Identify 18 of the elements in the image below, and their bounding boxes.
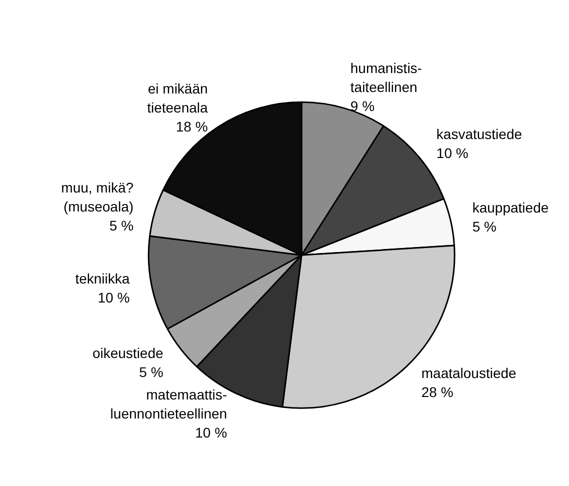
slice-label: oikeustiede — [92, 344, 164, 361]
data-label: 10 % — [436, 145, 468, 162]
data-label: 28 % — [421, 384, 454, 400]
slice-label: humanistis- taiteellinen — [350, 60, 422, 96]
data-label: 10 % — [98, 289, 130, 306]
data-label: 5 % — [109, 217, 134, 234]
data-label: 9 % — [350, 98, 375, 114]
slice-label: kauppatiede — [472, 199, 549, 216]
slice-label: maataloustiede — [421, 365, 517, 382]
slice-label: matemaattis- luennontieteellinen — [110, 386, 228, 422]
data-label: 18 % — [176, 118, 208, 134]
data-label: 5 % — [139, 364, 164, 380]
slice-label: ei mikään tieteenala — [147, 80, 208, 116]
slice-label: tekniikka — [75, 270, 130, 286]
slice-label: kasvatustiede — [436, 126, 522, 142]
data-label: 5 % — [472, 218, 496, 234]
data-label: 10 % — [195, 424, 228, 440]
slice-label: muu, mikä? (museoala) — [61, 179, 134, 214]
